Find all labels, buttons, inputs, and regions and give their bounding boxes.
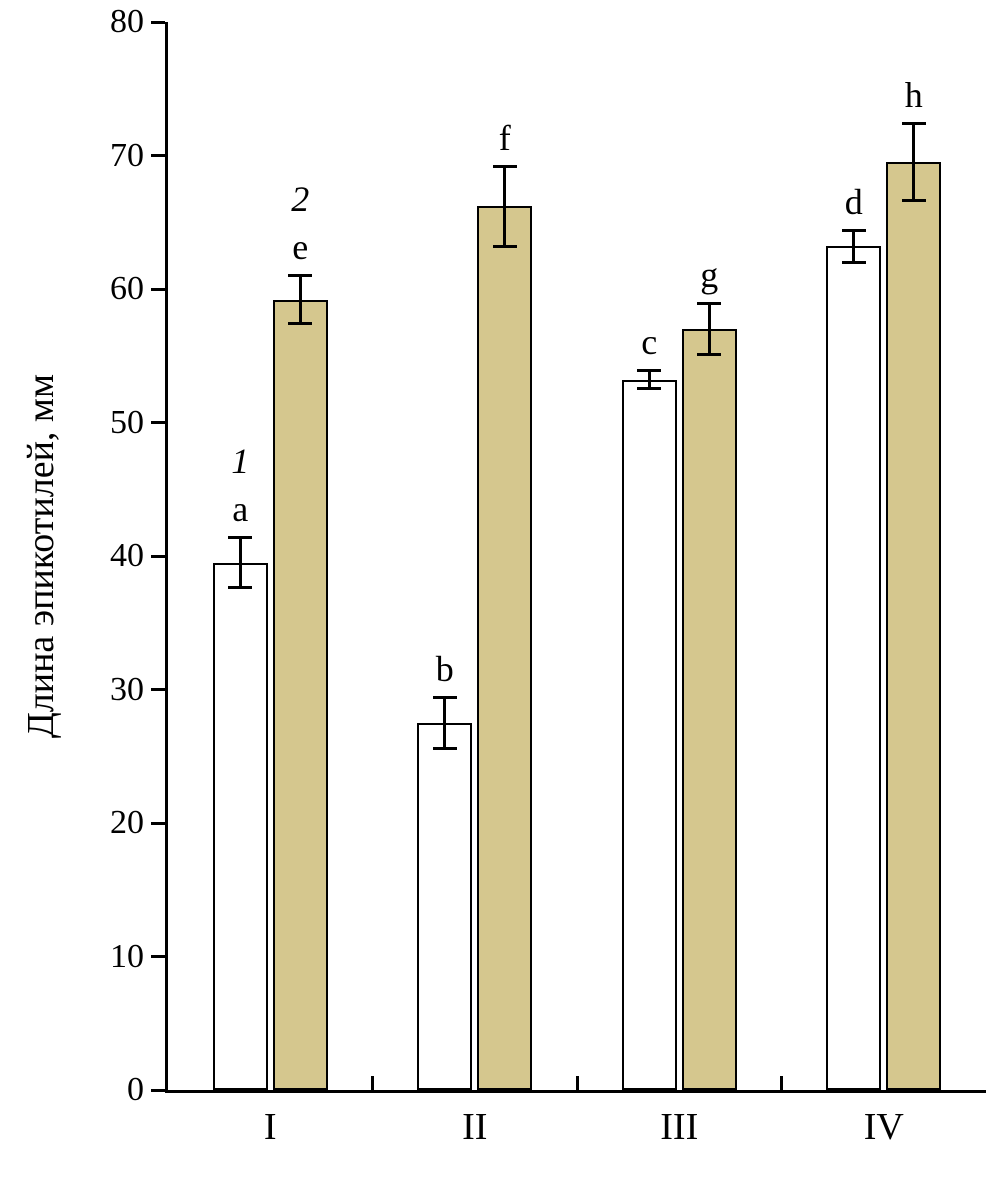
y-tick-label: 10 — [110, 937, 144, 975]
bar-label: f — [498, 117, 511, 158]
bar-label: d — [844, 181, 863, 222]
y-tick-label: 70 — [110, 136, 144, 174]
error-bar-cap-bottom — [492, 244, 517, 248]
error-bar-cap-top — [432, 696, 457, 700]
x-tick — [371, 1076, 374, 1090]
y-tick-label: 80 — [110, 3, 144, 40]
error-bar-line — [647, 369, 651, 391]
y-tick — [151, 1088, 165, 1092]
y-tick-label: 20 — [110, 804, 144, 841]
y-tick-label: 0 — [127, 1071, 144, 1108]
error-bar-line — [238, 535, 242, 590]
bar-series-2 — [477, 206, 533, 1090]
error-bar-cap-bottom — [637, 387, 662, 391]
bar-series-2 — [681, 329, 737, 1090]
error-bar-line — [707, 302, 711, 356]
series-annotation: 1 — [231, 440, 250, 481]
error-bar-cap-top — [841, 228, 866, 232]
error-bar — [288, 274, 313, 326]
bar-series-1 — [212, 562, 268, 1090]
y-axis-line — [165, 22, 168, 1093]
y-tick — [151, 154, 165, 157]
y-tick — [151, 287, 165, 291]
error-bar-cap-bottom — [901, 199, 926, 203]
y-tick — [151, 821, 165, 825]
y-tick — [151, 421, 165, 424]
bar-label: e — [292, 227, 309, 268]
bar-label: g — [700, 255, 719, 296]
error-bar-cap-bottom — [432, 746, 457, 750]
y-tick-label: 50 — [110, 403, 144, 441]
y-axis-title: Длина эпикотилей, мм — [12, 22, 70, 1090]
error-bar — [697, 302, 722, 356]
bar-label: h — [904, 75, 923, 116]
x-category-label: IV — [863, 1106, 904, 1148]
error-bar-cap-bottom — [841, 260, 866, 264]
y-axis-title-text: Длина эпикотилей, мм — [20, 373, 62, 739]
x-category-label: II — [462, 1106, 488, 1148]
error-bar-cap-bottom — [697, 352, 722, 356]
y-tick — [151, 955, 165, 958]
error-bar — [492, 164, 517, 248]
error-bar-cap-top — [492, 164, 517, 168]
bar-series-2 — [272, 299, 328, 1090]
x-category-label: III — [660, 1106, 699, 1148]
bar-series-1 — [417, 722, 473, 1090]
error-bar — [841, 228, 866, 264]
x-tick — [575, 1076, 579, 1090]
error-bar-cap-bottom — [228, 586, 253, 590]
y-tick-label: 60 — [110, 270, 144, 307]
error-bar-cap-top — [228, 535, 253, 539]
error-bar-line — [912, 122, 916, 203]
error-bar — [432, 696, 457, 750]
error-bar-cap-top — [697, 302, 722, 306]
y-tick — [151, 688, 165, 691]
error-bar-line — [443, 696, 447, 750]
error-bar-line — [503, 164, 507, 248]
x-tick — [780, 1076, 783, 1090]
error-bar-line — [852, 228, 856, 264]
error-bar — [228, 535, 253, 590]
bar-series-1 — [621, 379, 677, 1090]
x-axis-line — [165, 1090, 986, 1093]
error-bar-line — [298, 274, 302, 326]
y-tick-label: 40 — [110, 537, 144, 574]
y-tick — [151, 20, 165, 24]
y-tick — [151, 554, 165, 558]
error-bar-cap-top — [901, 122, 926, 126]
y-tick-label: 30 — [110, 670, 144, 708]
bar-label: c — [641, 322, 658, 363]
bar-series-1 — [826, 246, 882, 1090]
error-bar — [637, 369, 662, 391]
x-category-label: I — [263, 1106, 277, 1148]
error-bar — [901, 122, 926, 203]
bar-series-2 — [886, 162, 942, 1090]
error-bar-cap-bottom — [288, 322, 313, 326]
bar-label: b — [435, 649, 454, 690]
error-bar-cap-top — [288, 274, 313, 278]
series-annotation: 2 — [291, 179, 310, 220]
bar-label: a — [232, 488, 249, 529]
error-bar-cap-top — [637, 369, 662, 373]
